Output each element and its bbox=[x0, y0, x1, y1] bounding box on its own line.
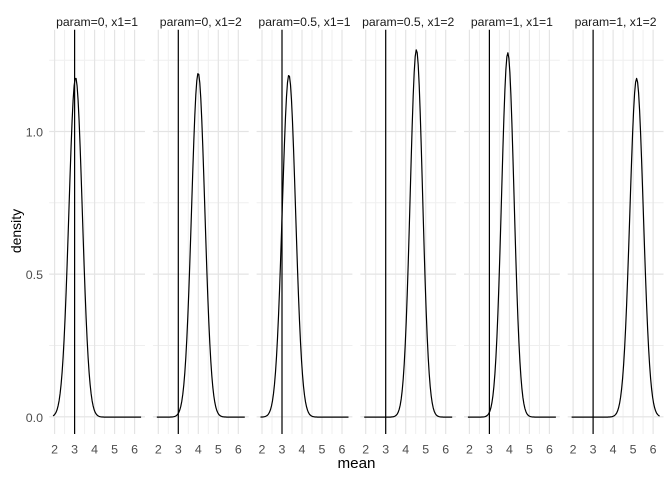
svg-text:0.0: 0.0 bbox=[26, 411, 43, 425]
svg-text:3: 3 bbox=[486, 443, 493, 457]
svg-text:3: 3 bbox=[590, 443, 597, 457]
svg-text:0.5: 0.5 bbox=[26, 268, 43, 282]
svg-text:6: 6 bbox=[131, 443, 138, 457]
svg-text:4: 4 bbox=[402, 443, 409, 457]
svg-text:2: 2 bbox=[362, 443, 369, 457]
svg-text:5: 5 bbox=[319, 443, 326, 457]
svg-text:density: density bbox=[8, 209, 24, 253]
svg-text:2: 2 bbox=[259, 443, 266, 457]
svg-text:5: 5 bbox=[630, 443, 637, 457]
svg-text:6: 6 bbox=[650, 443, 657, 457]
svg-text:2: 2 bbox=[570, 443, 577, 457]
svg-text:mean: mean bbox=[338, 455, 376, 472]
svg-text:4: 4 bbox=[195, 443, 202, 457]
svg-text:4: 4 bbox=[299, 443, 306, 457]
svg-text:3: 3 bbox=[71, 443, 78, 457]
svg-text:6: 6 bbox=[339, 443, 346, 457]
svg-text:4: 4 bbox=[506, 443, 513, 457]
svg-text:6: 6 bbox=[235, 443, 242, 457]
svg-text:3: 3 bbox=[382, 443, 389, 457]
svg-text:param=0, x1=2: param=0, x1=2 bbox=[160, 15, 242, 29]
svg-text:6: 6 bbox=[546, 443, 553, 457]
svg-text:3: 3 bbox=[279, 443, 286, 457]
svg-text:4: 4 bbox=[610, 443, 617, 457]
svg-text:5: 5 bbox=[111, 443, 118, 457]
svg-text:param=1, x1=2: param=1, x1=2 bbox=[575, 15, 657, 29]
svg-text:5: 5 bbox=[526, 443, 533, 457]
svg-text:5: 5 bbox=[215, 443, 222, 457]
svg-text:1.0: 1.0 bbox=[26, 126, 43, 140]
svg-text:5: 5 bbox=[422, 443, 429, 457]
svg-text:3: 3 bbox=[175, 443, 182, 457]
svg-text:param=0.5, x1=2: param=0.5, x1=2 bbox=[362, 15, 454, 29]
svg-text:6: 6 bbox=[442, 443, 449, 457]
svg-text:4: 4 bbox=[91, 443, 98, 457]
svg-text:param=0.5, x1=1: param=0.5, x1=1 bbox=[258, 15, 350, 29]
svg-text:param=1, x1=1: param=1, x1=1 bbox=[471, 15, 553, 29]
svg-text:2: 2 bbox=[51, 443, 58, 457]
svg-text:2: 2 bbox=[155, 443, 162, 457]
svg-text:2: 2 bbox=[466, 443, 473, 457]
svg-text:param=0, x1=1: param=0, x1=1 bbox=[56, 15, 138, 29]
